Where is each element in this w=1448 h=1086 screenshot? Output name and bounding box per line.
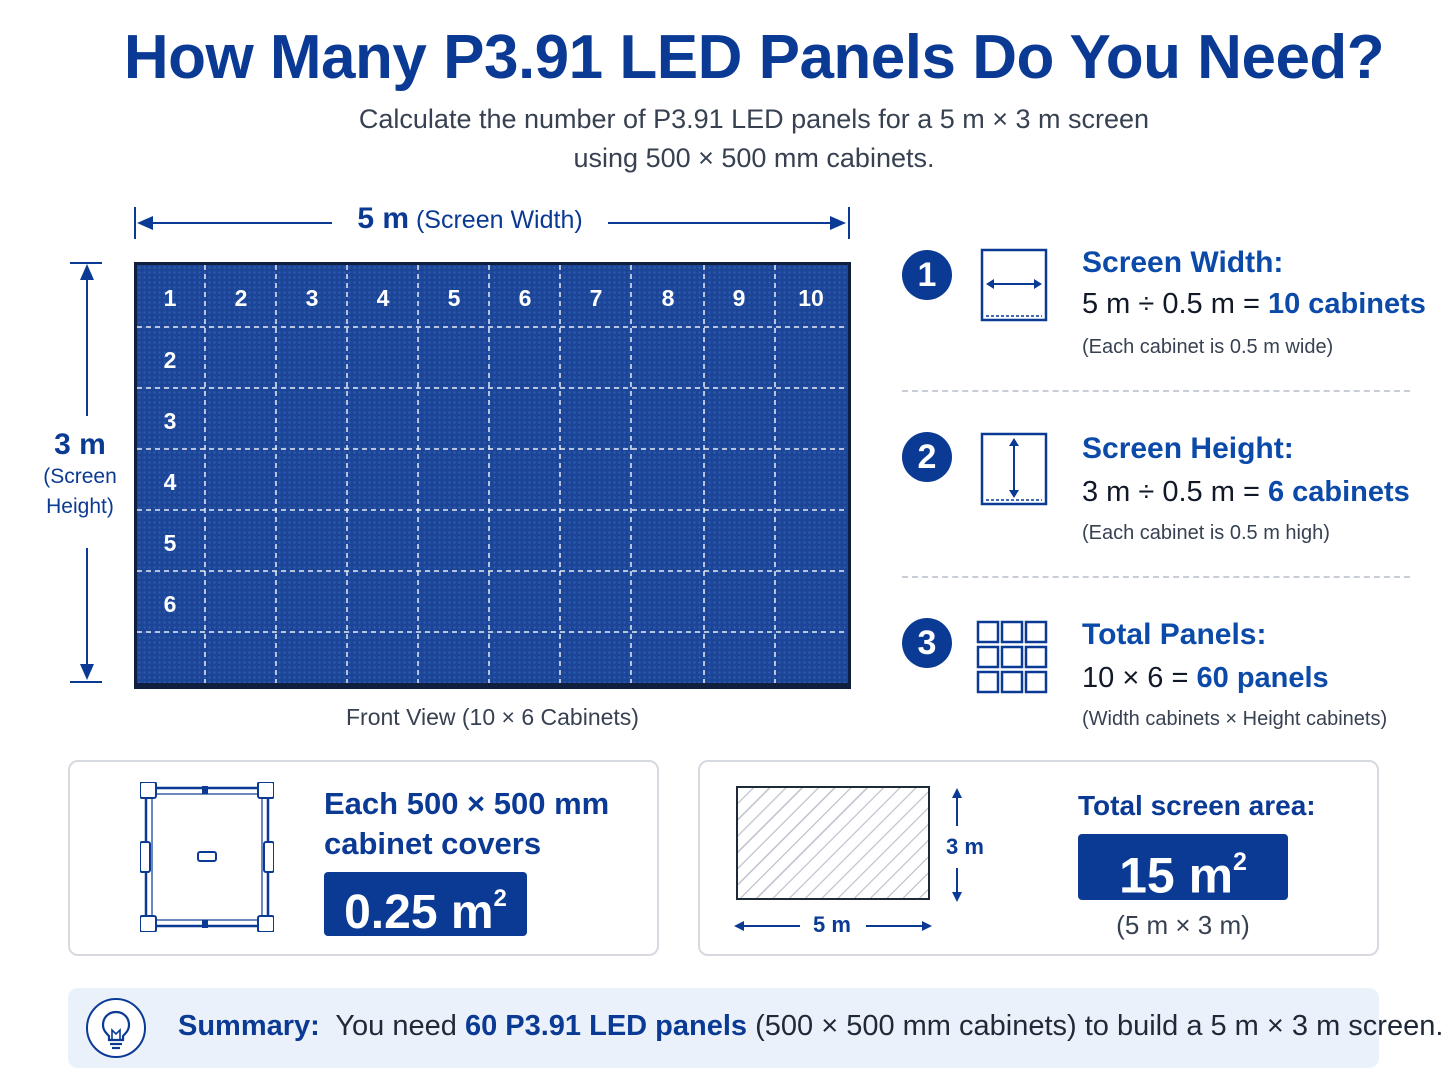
column-number: 5 [447, 285, 461, 311]
width-arrow-left-icon [137, 216, 153, 230]
summary-label: Summary: [178, 1010, 320, 1042]
width-dimension-right-tick [848, 207, 850, 239]
area-width-label: 5 m [813, 912, 851, 937]
height-dimension-top-tick [70, 262, 102, 264]
total-area-note: (5 m × 3 m) [1116, 910, 1250, 940]
page-subtitle: Calculate the number of P3.91 LED panels… [0, 100, 1448, 178]
step-equation-result: 10 cabinets [1267, 288, 1426, 320]
height-dimension-line-bottom [86, 548, 88, 674]
cabinet-frame-icon [140, 782, 274, 932]
step-total-panels: 3 Total Panels: 10 × 6 = 60 panels (Widt… [902, 618, 1422, 738]
column-number: 3 [305, 285, 319, 311]
summary-suffix: (500 × 500 mm cabinets) to build a 5 m ×… [755, 1010, 1444, 1042]
front-view-caption: Front View (10 × 6 Cabinets) [346, 704, 639, 730]
summary-highlight: 60 P3.91 LED panels [464, 1010, 748, 1042]
width-dimension-line-left [140, 222, 332, 224]
row-number: 4 [163, 469, 177, 495]
width-arrow-right-icon [830, 216, 846, 230]
column-number: 7 [589, 285, 603, 311]
area-height-dimension [952, 788, 962, 902]
height-arrow-down-icon [80, 664, 94, 680]
area-height-label: 3 m [946, 834, 984, 859]
total-area-title: Total screen area: [1078, 790, 1316, 821]
summary-bar: Summary: You need 60 P3.91 LED panels (5… [68, 988, 1443, 1068]
cabinet-text-line-2: cabinet covers [324, 826, 542, 861]
step-title: Screen Width: [1082, 246, 1284, 279]
step-equation-prefix: 3 m ÷ 0.5 m = [1082, 476, 1260, 508]
width-desc: (Screen Width) [415, 206, 583, 234]
step-equation: 5 m ÷ 0.5 m = 10 cabinets [1082, 288, 1426, 321]
total-area-exponent: 2 [1233, 848, 1247, 876]
grid-icon [976, 620, 1048, 694]
step-equation: 10 × 6 = 60 panels [1082, 662, 1329, 695]
row-number: 2 [163, 347, 177, 373]
step-screen-width: 1 Screen Width: 5 m ÷ 0.5 m = 10 cabinet… [902, 246, 1426, 366]
cabinet-text-line-1: Each 500 × 500 mm [324, 786, 610, 821]
cabinet-area-exponent: 2 [493, 885, 507, 913]
led-panel-grid: 1 2 3 4 5 6 7 8 9 10 2 3 4 5 6 [134, 262, 851, 689]
row-number: 3 [163, 408, 177, 434]
screen-area-hatched-rect [736, 786, 930, 900]
subtitle-line-2: using 500 × 500 mm cabinets. [573, 143, 935, 173]
width-arrows-icon [980, 248, 1048, 322]
column-number: 9 [732, 285, 746, 311]
height-desc-line-2: Height) [46, 495, 114, 518]
column-number: 1 [163, 285, 177, 311]
step-screen-height: 2 Screen Height: 3 m ÷ 0.5 m = 6 cabinet… [902, 432, 1422, 552]
cabinet-area-card: Each 500 × 500 mm cabinet covers 0.25 m2 [68, 760, 659, 956]
height-dimension-line-top [86, 268, 88, 416]
step-number-3: 3 [902, 618, 952, 668]
column-number: 10 [798, 285, 824, 311]
page-title: How Many P3.91 LED Panels Do You Need? [123, 23, 1385, 92]
height-arrow-up-icon [80, 264, 94, 280]
height-arrows-icon [980, 432, 1048, 506]
cabinet-area-value: 0.25 m [344, 886, 494, 939]
height-dimension-label: 3 m (Screen Height) [30, 428, 130, 522]
summary-text: Summary: You need 60 P3.91 LED panels (5… [178, 1010, 1443, 1043]
summary-prefix: You need [335, 1010, 457, 1042]
column-number: 8 [661, 285, 675, 311]
step-note: (Each cabinet is 0.5 m high) [1082, 522, 1330, 544]
panel-grid-lines [137, 265, 848, 683]
step-note: (Each cabinet is 0.5 m wide) [1082, 336, 1334, 358]
row-number: 6 [163, 591, 177, 617]
column-number: 2 [234, 285, 248, 311]
width-dimension-left-tick [134, 207, 136, 239]
step-divider [902, 576, 1410, 578]
height-dimension-bottom-tick [70, 681, 102, 683]
step-equation-prefix: 5 m ÷ 0.5 m = [1082, 288, 1260, 320]
step-title: Screen Height: [1082, 432, 1294, 465]
width-dimension-line-right [608, 222, 842, 224]
height-desc-line-1: (Screen [43, 465, 117, 488]
step-number-2: 2 [902, 432, 952, 482]
lightbulb-icon [86, 998, 146, 1058]
total-area-badge: 15 m2 [1078, 834, 1288, 904]
step-note: (Width cabinets × Height cabinets) [1082, 708, 1388, 730]
cabinet-area-text: Each 500 × 500 mm cabinet covers [324, 784, 609, 864]
subtitle-line-1: Calculate the number of P3.91 LED panels… [358, 104, 1150, 134]
step-equation: 3 m ÷ 0.5 m = 6 cabinets [1082, 476, 1410, 509]
step-title: Total Panels: [1082, 618, 1267, 651]
area-width-dimension [734, 921, 932, 931]
step-equation-prefix: 10 × 6 = [1082, 662, 1189, 694]
width-dimension-label: 5 m (Screen Width) [340, 202, 600, 236]
step-equation-result: 6 cabinets [1267, 476, 1410, 508]
row-number: 5 [163, 530, 177, 556]
total-area-card: 5 m 3 m Total screen area: 15 m2 (5 m × … [698, 760, 1379, 956]
width-value: 5 m [357, 202, 410, 235]
step-divider [902, 390, 1410, 392]
column-number: 6 [518, 285, 532, 311]
cabinet-area-badge: 0.25 m2 [324, 872, 527, 939]
height-value: 3 m [54, 428, 106, 461]
column-number: 4 [376, 285, 390, 311]
step-equation-result: 60 panels [1196, 662, 1329, 694]
step-number-1: 1 [902, 250, 952, 300]
total-area-value: 15 m [1119, 847, 1234, 904]
